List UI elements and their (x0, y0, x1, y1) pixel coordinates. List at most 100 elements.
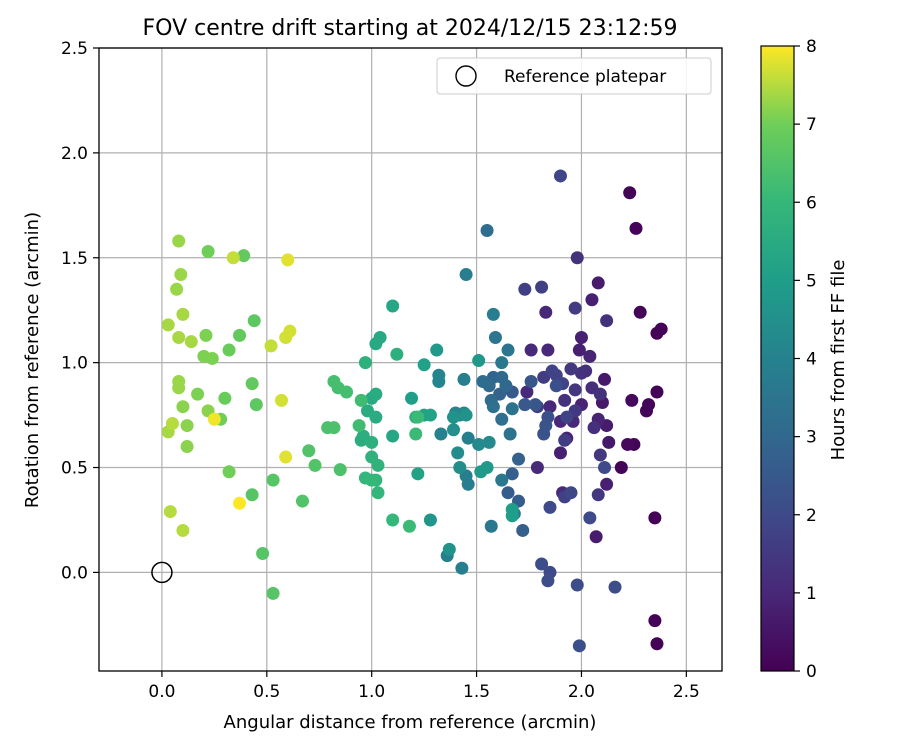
y-tick-label: 0.0 (61, 563, 88, 583)
data-point (524, 343, 538, 357)
data-point (535, 557, 549, 571)
data-point (264, 339, 278, 353)
data-point (501, 343, 515, 357)
data-point (165, 416, 179, 430)
data-point (247, 314, 261, 328)
data-point (583, 349, 597, 363)
data-point (386, 299, 400, 313)
colorbar-tick-label: 4 (806, 350, 817, 370)
colorbar-tick-label: 2 (806, 506, 817, 526)
data-point (459, 408, 473, 422)
data-point (476, 375, 490, 389)
data-point (455, 561, 469, 575)
data-point (176, 523, 190, 537)
data-point (472, 437, 486, 451)
plot-frame (98, 47, 723, 672)
data-point (516, 523, 530, 537)
data-point (543, 500, 557, 514)
data-point (180, 419, 194, 433)
data-point (237, 249, 251, 263)
data-point (598, 461, 612, 475)
reference-platepar-point (151, 561, 173, 584)
x-tick-label: 2.0 (568, 682, 595, 702)
data-point (518, 282, 532, 296)
data-point (650, 385, 664, 399)
data-point (365, 473, 379, 487)
data-point (233, 328, 247, 342)
data-point (553, 169, 567, 183)
x-tick-label: 0.5 (253, 682, 280, 702)
chart-title: FOV centre drift starting at 2024/12/15 … (143, 16, 678, 41)
data-point (558, 393, 572, 407)
data-point (199, 328, 213, 342)
data-point (451, 446, 465, 460)
data-point (499, 379, 513, 393)
data-point (453, 461, 467, 475)
data-point (629, 221, 643, 235)
data-point (233, 496, 247, 510)
data-point (245, 488, 259, 502)
data-point (245, 377, 259, 391)
data-point (369, 410, 383, 424)
data-point (505, 509, 519, 523)
data-point (648, 614, 662, 628)
legend-marker (455, 65, 477, 87)
data-point (161, 318, 175, 332)
data-point (405, 391, 419, 405)
data-point (614, 461, 628, 475)
data-point (386, 429, 400, 443)
data-point (411, 467, 425, 481)
data-point (600, 314, 614, 328)
data-point (572, 639, 586, 653)
data-point (333, 463, 347, 477)
data-point (602, 435, 616, 449)
data-point (163, 505, 177, 519)
x-axis-label: Angular distance from reference (arcmin) (224, 712, 597, 733)
data-point (530, 461, 544, 475)
colorbar-tick-label: 0 (806, 662, 817, 682)
data-point (281, 253, 295, 267)
data-point (585, 293, 599, 307)
x-tick-label: 0.0 (148, 682, 175, 702)
data-point (570, 578, 584, 592)
data-point (654, 322, 668, 336)
y-tick-label: 1.5 (61, 249, 88, 269)
data-point (648, 511, 662, 525)
colorbar-tick-label: 1 (806, 584, 817, 604)
data-point (598, 372, 612, 386)
data-point (417, 358, 431, 372)
data-point (390, 347, 404, 361)
data-point (447, 423, 461, 437)
data-point (650, 637, 664, 651)
data-point (474, 465, 488, 479)
data-point (423, 513, 437, 527)
data-point (434, 427, 448, 441)
data-point (535, 280, 549, 294)
data-point (386, 513, 400, 527)
data-point (518, 398, 532, 412)
data-point (633, 305, 647, 319)
legend-label: Reference platepar (504, 67, 666, 87)
y-tick-label: 2.5 (61, 39, 88, 59)
data-point (488, 330, 502, 344)
x-tick-label: 2.5 (673, 682, 700, 702)
data-point (423, 408, 437, 422)
colorbar-ticks: 0 1 2 3 4 5 6 7 8 (794, 37, 817, 682)
data-point (587, 421, 601, 435)
data-point (625, 393, 639, 407)
legend: Reference platepar (436, 57, 712, 95)
data-point (512, 452, 526, 466)
data-point (591, 488, 605, 502)
data-point (591, 276, 605, 290)
data-point (589, 530, 603, 544)
data-point (505, 402, 519, 416)
data-point (537, 427, 551, 441)
data-point (528, 398, 542, 412)
data-point (430, 343, 444, 357)
data-point (558, 433, 572, 447)
data-point (279, 450, 293, 464)
data-point (503, 427, 517, 441)
data-point (218, 391, 232, 405)
data-point (564, 486, 578, 500)
